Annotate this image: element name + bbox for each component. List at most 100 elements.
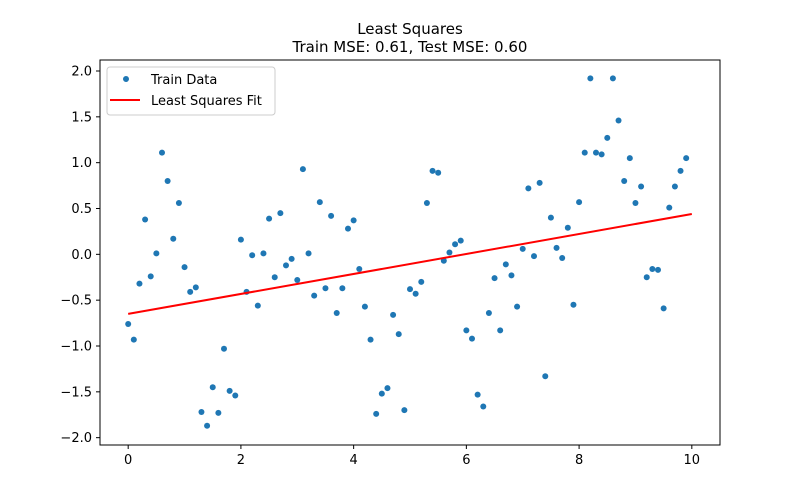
- train-data-point: [136, 280, 143, 287]
- y-tick-label: 1.5: [71, 110, 92, 125]
- train-data-point: [125, 321, 132, 327]
- train-data-point: [192, 284, 199, 291]
- train-data-point: [237, 236, 244, 243]
- train-data-point: [412, 290, 419, 297]
- y-axis: −2.0 −1.5 −1.0 −0.5 0.0 0.5 1.0 1.5 2.0: [60, 65, 100, 446]
- train-data-point: [299, 166, 306, 173]
- train-data-point: [502, 261, 509, 268]
- train-data-point: [683, 155, 690, 162]
- train-data-point: [542, 373, 549, 380]
- train-data-point: [407, 286, 413, 293]
- train-data-point: [457, 237, 464, 244]
- train-data-point: [536, 179, 543, 186]
- train-data-point: [514, 303, 521, 310]
- train-data-point: [215, 409, 222, 416]
- x-tick-label: 6: [462, 453, 470, 468]
- train-data-point: [283, 262, 289, 269]
- train-data-point: [581, 149, 588, 156]
- train-data-point: [452, 241, 459, 248]
- train-data-point: [305, 250, 312, 257]
- y-tick-label: 0.0: [71, 248, 92, 263]
- train-data-point: [277, 210, 284, 217]
- train-data-point: [463, 327, 470, 334]
- train-data-point: [440, 257, 447, 264]
- plot-area: [99, 59, 721, 446]
- y-tick-label: −0.5: [60, 294, 92, 309]
- y-tick-label: −1.5: [60, 385, 92, 400]
- train-data-point: [469, 335, 475, 342]
- train-data-point: [497, 327, 504, 334]
- train-data-point: [508, 272, 515, 279]
- train-data-point: [226, 387, 233, 394]
- train-data-point: [187, 288, 194, 295]
- x-tick-label: 4: [349, 453, 357, 468]
- train-data-point: [316, 199, 323, 206]
- train-data-point: [401, 407, 408, 414]
- train-data-point: [198, 409, 205, 415]
- train-data-point: [333, 310, 340, 316]
- train-data-point: [271, 274, 278, 281]
- train-data-point: [632, 200, 639, 206]
- train-data-point: [666, 204, 673, 211]
- train-data-point: [418, 278, 425, 285]
- train-data-point: [159, 149, 165, 156]
- train-data-point: [384, 385, 391, 392]
- train-data-point: [260, 250, 267, 257]
- y-tick-label: −2.0: [60, 431, 92, 446]
- least-squares-fit-line: [128, 213, 692, 315]
- chart-subtitle: Train MSE: 0.61, Test MSE: 0.60: [292, 38, 528, 56]
- train-data-point: [598, 151, 605, 158]
- x-tick-label: 0: [124, 453, 132, 468]
- train-data-point: [446, 249, 453, 256]
- train-data-point: [147, 273, 154, 280]
- legend: Train Data Least Squares Fit: [106, 66, 276, 116]
- train-data-point: [593, 149, 599, 156]
- train-data-point: [153, 250, 160, 257]
- train-data-point: [378, 390, 385, 397]
- train-data-point: [525, 185, 532, 192]
- train-data-point: [519, 245, 526, 252]
- train-data-point: [643, 274, 650, 281]
- train-data-point: [677, 167, 684, 174]
- train-data-point: [429, 167, 436, 174]
- y-tick-label: 0.5: [71, 202, 92, 217]
- train-data-point: [181, 264, 188, 271]
- train-data-point: [626, 155, 633, 162]
- train-data-point: [576, 199, 583, 206]
- train-data-point: [395, 331, 402, 338]
- train-data-point: [249, 252, 256, 259]
- train-data-point: [587, 75, 594, 82]
- train-data-point: [435, 169, 442, 176]
- train-data-point: [671, 183, 678, 190]
- train-data-point: [615, 117, 622, 124]
- train-data-point: [204, 422, 211, 429]
- train-data-point: [367, 336, 374, 343]
- train-data-point: [345, 225, 351, 232]
- train-data-point: [130, 336, 137, 343]
- chart-title: Least Squares: [357, 20, 463, 38]
- train-data-point: [491, 275, 498, 282]
- train-data-point: [361, 303, 368, 310]
- train-data-point: [638, 183, 645, 190]
- train-data-point: [288, 255, 295, 262]
- train-data-point: [142, 216, 149, 223]
- x-tick-label: 8: [575, 453, 583, 468]
- plot-border: [99, 59, 721, 446]
- y-tick-label: −1.0: [60, 340, 92, 355]
- train-data-point: [390, 311, 397, 318]
- train-data-point: [485, 310, 492, 316]
- train-data-point: [621, 178, 628, 184]
- train-data-point: [373, 410, 380, 417]
- train-data-point: [311, 292, 318, 299]
- legend-marker-train-data: [123, 76, 129, 82]
- train-data-point: [570, 301, 577, 308]
- train-data-point: [328, 212, 335, 219]
- train-data-point: [649, 266, 656, 272]
- train-data-point: [604, 134, 611, 141]
- train-data-point: [423, 200, 430, 206]
- train-data-point: [609, 75, 616, 82]
- train-data-point: [209, 384, 216, 391]
- y-tick-label: 1.0: [71, 156, 92, 171]
- train-data-point: [221, 345, 227, 352]
